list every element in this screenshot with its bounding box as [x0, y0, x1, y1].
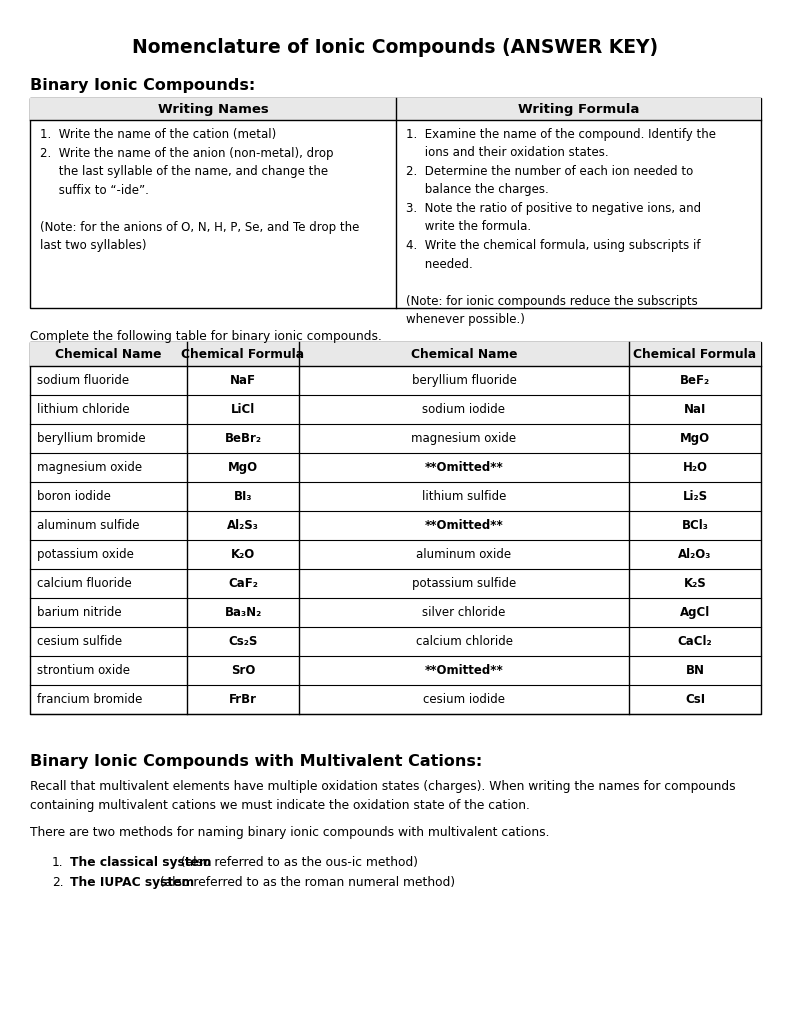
Text: magnesium oxide: magnesium oxide: [411, 432, 517, 445]
Text: (also referred to as the ous-ic method): (also referred to as the ous-ic method): [177, 856, 418, 869]
Text: BeBr₂: BeBr₂: [225, 432, 262, 445]
Text: CsI: CsI: [685, 693, 705, 706]
Text: Al₂S₃: Al₂S₃: [227, 519, 259, 532]
Text: CaCl₂: CaCl₂: [678, 635, 713, 648]
Text: aluminum oxide: aluminum oxide: [416, 548, 512, 561]
Text: K₂S: K₂S: [683, 577, 706, 590]
Text: Complete the following table for binary ionic compounds.: Complete the following table for binary …: [30, 330, 382, 343]
Text: aluminum sulfide: aluminum sulfide: [37, 519, 139, 532]
Text: CaF₂: CaF₂: [228, 577, 258, 590]
Text: **Omitted**: **Omitted**: [425, 461, 503, 474]
Text: The IUPAC system: The IUPAC system: [70, 876, 194, 889]
Text: 1.  Write the name of the cation (metal)
2.  Write the name of the anion (non-me: 1. Write the name of the cation (metal) …: [40, 128, 359, 252]
Text: MgO: MgO: [680, 432, 710, 445]
Text: cesium sulfide: cesium sulfide: [37, 635, 122, 648]
Text: K₂O: K₂O: [231, 548, 255, 561]
Text: 2.: 2.: [52, 876, 63, 889]
Text: Chemical Formula: Chemical Formula: [634, 347, 756, 360]
Text: beryllium fluoride: beryllium fluoride: [411, 374, 517, 387]
Text: Nomenclature of Ionic Compounds (ANSWER KEY): Nomenclature of Ionic Compounds (ANSWER …: [132, 38, 659, 57]
Text: barium nitride: barium nitride: [37, 606, 122, 618]
Text: BI₃: BI₃: [234, 490, 252, 503]
Text: (also referred to as the roman numeral method): (also referred to as the roman numeral m…: [156, 876, 455, 889]
Text: silver chloride: silver chloride: [422, 606, 505, 618]
Text: 1.: 1.: [52, 856, 63, 869]
Bar: [30, 98, 761, 308]
Text: Writing Names: Writing Names: [157, 102, 268, 116]
Text: lithium chloride: lithium chloride: [37, 403, 130, 416]
Text: potassium oxide: potassium oxide: [37, 548, 134, 561]
Text: lithium sulfide: lithium sulfide: [422, 490, 506, 503]
Text: BCl₃: BCl₃: [682, 519, 709, 532]
Text: BN: BN: [686, 664, 705, 677]
Text: FrBr: FrBr: [229, 693, 257, 706]
Text: sodium fluoride: sodium fluoride: [37, 374, 129, 387]
Text: calcium chloride: calcium chloride: [415, 635, 513, 648]
Text: H₂O: H₂O: [683, 461, 707, 474]
Text: Ba₃N₂: Ba₃N₂: [225, 606, 262, 618]
Text: SrO: SrO: [231, 664, 255, 677]
Text: magnesium oxide: magnesium oxide: [37, 461, 142, 474]
Text: LiCl: LiCl: [231, 403, 255, 416]
Text: There are two methods for naming binary ionic compounds with multivalent cations: There are two methods for naming binary …: [30, 826, 550, 839]
Text: **Omitted**: **Omitted**: [425, 664, 503, 677]
Text: calcium fluoride: calcium fluoride: [37, 577, 132, 590]
Text: NaI: NaI: [683, 403, 706, 416]
Bar: [30, 342, 761, 714]
Text: potassium sulfide: potassium sulfide: [412, 577, 516, 590]
Text: sodium iodide: sodium iodide: [422, 403, 505, 416]
Text: Binary Ionic Compounds with Multivalent Cations:: Binary Ionic Compounds with Multivalent …: [30, 754, 483, 769]
Text: BeF₂: BeF₂: [680, 374, 710, 387]
Text: Writing Formula: Writing Formula: [518, 102, 639, 116]
Bar: [30, 98, 761, 120]
Text: francium bromide: francium bromide: [37, 693, 142, 706]
Text: Binary Ionic Compounds:: Binary Ionic Compounds:: [30, 78, 255, 93]
Text: MgO: MgO: [228, 461, 258, 474]
Text: The classical system: The classical system: [70, 856, 211, 869]
Text: Li₂S: Li₂S: [683, 490, 708, 503]
Text: **Omitted**: **Omitted**: [425, 519, 503, 532]
Text: Chemical Name: Chemical Name: [411, 347, 517, 360]
Text: beryllium bromide: beryllium bromide: [37, 432, 146, 445]
Bar: [30, 342, 761, 366]
Text: NaF: NaF: [230, 374, 256, 387]
Text: 1.  Examine the name of the compound. Identify the
     ions and their oxidation: 1. Examine the name of the compound. Ide…: [406, 128, 716, 326]
Text: cesium iodide: cesium iodide: [423, 693, 505, 706]
Text: Recall that multivalent elements have multiple oxidation states (charges). When : Recall that multivalent elements have mu…: [30, 780, 736, 812]
Text: Al₂O₃: Al₂O₃: [679, 548, 712, 561]
Text: Chemical Name: Chemical Name: [55, 347, 161, 360]
Text: boron iodide: boron iodide: [37, 490, 111, 503]
Text: AgCl: AgCl: [680, 606, 710, 618]
Text: Chemical Formula: Chemical Formula: [181, 347, 305, 360]
Text: strontium oxide: strontium oxide: [37, 664, 130, 677]
Text: Cs₂S: Cs₂S: [229, 635, 258, 648]
